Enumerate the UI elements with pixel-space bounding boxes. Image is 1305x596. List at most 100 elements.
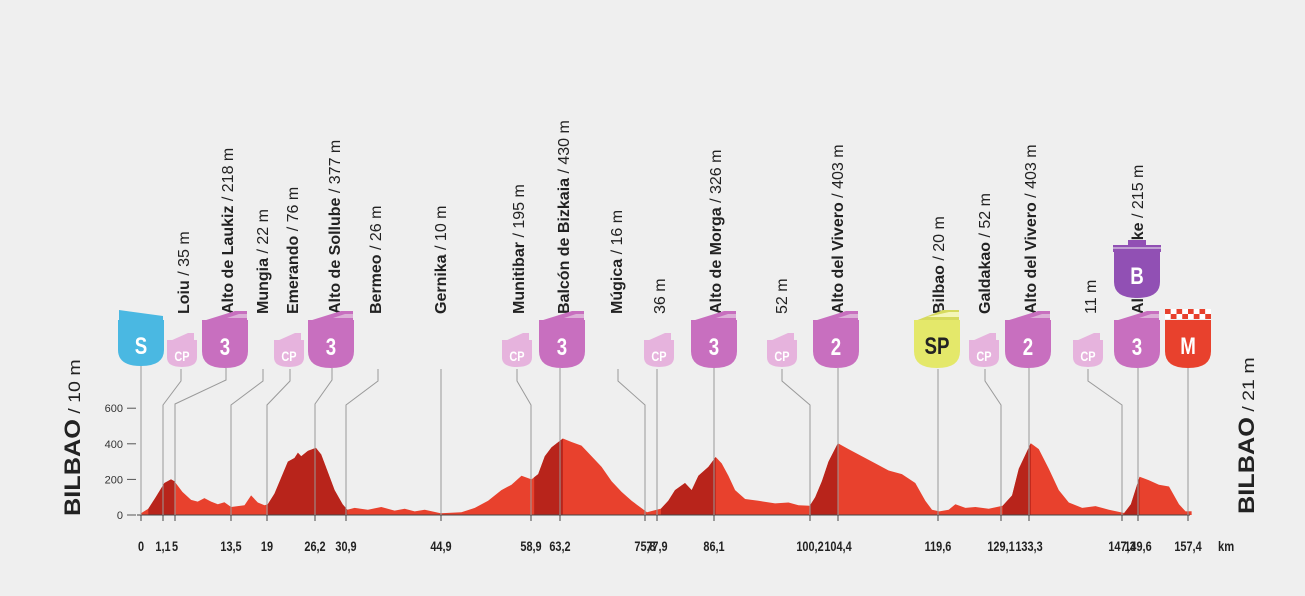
- badge-shape: [308, 320, 354, 368]
- badge-sprint: SP: [914, 310, 960, 368]
- badge-checkpoint: CP: [644, 333, 674, 367]
- badge-start: S: [118, 310, 164, 366]
- badge-shape: [539, 320, 585, 368]
- badge-shape: [1073, 340, 1103, 367]
- badge-label: CP: [509, 349, 524, 365]
- badge-climb: 3: [202, 311, 248, 368]
- place-altitude: / 377 m: [327, 140, 344, 198]
- badge-bonus: B: [1113, 240, 1161, 298]
- place-name: Gernika: [433, 254, 450, 314]
- leader-line: [314, 368, 333, 515]
- finish-city-label: BILBAO / 21 m: [1235, 357, 1259, 514]
- place-altitude: / 218 m: [220, 148, 237, 206]
- checkered-flag-cell: [1176, 314, 1183, 319]
- badge-flag-stripe: [227, 314, 247, 318]
- waypoint-label: Balcón de Bizkaia / 430 m: [556, 120, 573, 314]
- place-altitude: / 430 m: [556, 120, 573, 178]
- place-altitude: / 403 m: [830, 144, 847, 202]
- y-axis: 0 200 400 600: [105, 403, 136, 522]
- place-name: Alto de Morga: [708, 207, 725, 314]
- leader-line: [781, 369, 811, 515]
- badge-label: M: [1180, 333, 1196, 360]
- place-altitude: 11 m: [1083, 280, 1100, 314]
- waypoint-label: Bermeo / 26 m: [368, 206, 385, 314]
- place-name: Alto de Sollube: [327, 197, 344, 314]
- place-altitude: / 35 m: [176, 231, 193, 280]
- badge-flag: [647, 333, 671, 341]
- x-tick-label: 75,8: [634, 539, 655, 555]
- leader-lines: [140, 362, 1189, 515]
- city-name: BILBAO: [61, 419, 85, 516]
- badge-flag: [1115, 311, 1159, 321]
- leader-line: [174, 368, 227, 515]
- place-altitude: / 326 m: [708, 150, 725, 208]
- checkered-flag-cell: [1165, 314, 1171, 319]
- place-name: Alto de Laukiz: [220, 206, 237, 314]
- waypoint-label: Munitibar / 195 m: [511, 184, 528, 314]
- badge-flag: [1076, 333, 1100, 341]
- badge-flag: [770, 333, 794, 341]
- waypoint-label: Emerando / 76 m: [285, 187, 302, 314]
- checkered-flag-cell: [1182, 314, 1188, 319]
- x-tick-label: 0: [138, 539, 144, 555]
- climb-section-area: [660, 457, 716, 515]
- place-altitude: / 26 m: [368, 206, 385, 255]
- waypoint-label: Alto de Morga / 326 m: [708, 150, 725, 314]
- place-altitude: / 215 m: [1130, 165, 1147, 223]
- x-tick-label: 63,2: [549, 539, 570, 555]
- waypoint-label: Alto de Laukiz / 218 m: [220, 148, 237, 314]
- checkered-flag-cell: [1193, 314, 1200, 319]
- badge-flag-stripe: [1030, 314, 1050, 318]
- badge-shape: [202, 320, 248, 368]
- badge-climb: 2: [1005, 311, 1051, 368]
- badge-flag-stripe: [333, 314, 353, 318]
- leader-line: [162, 369, 182, 515]
- badge-flag: [540, 311, 584, 321]
- badge-flag: [203, 311, 247, 321]
- badge-checkpoint: CP: [274, 333, 304, 367]
- badge-shape: [691, 320, 737, 368]
- badge-flag-stripe: [838, 314, 858, 318]
- checkered-flag-cell: [1182, 309, 1188, 314]
- city-altitude: / 21 m: [1238, 357, 1257, 417]
- x-tick-label: 30,9: [335, 539, 356, 555]
- waypoint-label: Alto del Vivero / 403 m: [1023, 144, 1040, 314]
- badge-flag-stripe: [927, 312, 959, 317]
- badge-flag-stripe: [564, 314, 584, 318]
- x-tick-label: 86,1: [703, 539, 724, 555]
- place-name: Bermeo: [368, 254, 385, 314]
- badge-shape: [1165, 320, 1211, 368]
- waypoint-label: Bilbao / 20 m: [931, 216, 948, 314]
- waypoint-label: 52 m: [774, 278, 791, 314]
- badge-shape: [1005, 320, 1051, 368]
- badge-label: CP: [174, 349, 189, 365]
- waypoint-label: Loiu / 35 m: [176, 231, 193, 314]
- leader-line: [516, 369, 532, 515]
- climb-section-area: [148, 479, 175, 515]
- badge-label: CP: [976, 349, 991, 365]
- badge-shape: [502, 340, 532, 367]
- badge-label: CP: [651, 349, 666, 365]
- x-tick-label: 1,1: [155, 539, 170, 555]
- checkered-flag-cell: [1188, 314, 1194, 319]
- badge-flag: [277, 333, 301, 341]
- place-name: Balcón de Bizkaia: [556, 178, 573, 314]
- badge-label: SP: [925, 333, 950, 360]
- place-altitude: / 52 m: [977, 193, 994, 242]
- badge-climb: 3: [539, 311, 585, 368]
- badge-label: 3: [709, 334, 719, 361]
- climb-section-area: [1124, 476, 1140, 515]
- badge-shape: [969, 340, 999, 367]
- badge-label: CP: [774, 349, 789, 365]
- badge-flag: [170, 333, 194, 341]
- badge-flag: [309, 311, 353, 321]
- badge-checkpoint: CP: [969, 333, 999, 367]
- badge-flag-stripe: [716, 314, 736, 318]
- y-tick-label: 0: [117, 510, 123, 522]
- checkered-flag-cell: [1165, 309, 1171, 314]
- waypoint-label: Mungia / 22 m: [255, 209, 272, 314]
- city-name: BILBAO: [1235, 417, 1259, 514]
- checkered-flag-cell: [1205, 309, 1211, 314]
- leader-line: [345, 369, 379, 515]
